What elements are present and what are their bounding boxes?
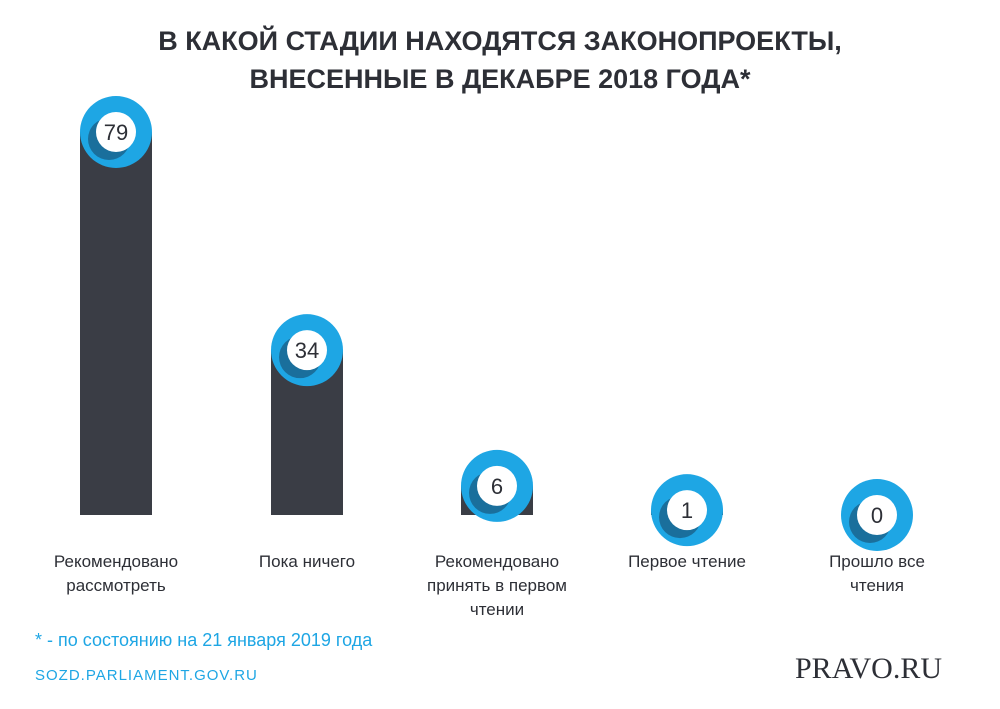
badge-inner xyxy=(477,465,517,506)
value-label: 79 xyxy=(104,120,128,145)
category-label: Прошло все чтения xyxy=(829,552,925,595)
chart-title: В КАКОЙ СТАДИИ НАХОДЯТСЯ ЗАКОНОПРОЕКТЫ, … xyxy=(158,26,842,94)
bar xyxy=(80,132,152,515)
category-label: Рекомендовано принять в первом чтении xyxy=(427,552,567,619)
category-label: Рекомендовано рассмотреть xyxy=(53,552,179,595)
value-label: 1 xyxy=(681,498,693,523)
badge-inner xyxy=(667,490,707,531)
category-label: Пока ничего xyxy=(258,552,356,571)
value-label: 6 xyxy=(491,474,503,499)
footnote: * - по состоянию на 21 января 2019 года xyxy=(35,630,373,650)
badge-inner xyxy=(857,495,897,535)
value-label: 0 xyxy=(871,503,883,528)
badge-inner xyxy=(287,330,327,371)
value-label: 34 xyxy=(295,338,319,363)
logo: PRAVO.RU xyxy=(795,652,942,685)
badge-inner xyxy=(96,112,136,152)
source: SOZD.PARLIAMENT.GOV.RU xyxy=(35,667,258,684)
category-label: Первое чтение xyxy=(628,552,746,571)
